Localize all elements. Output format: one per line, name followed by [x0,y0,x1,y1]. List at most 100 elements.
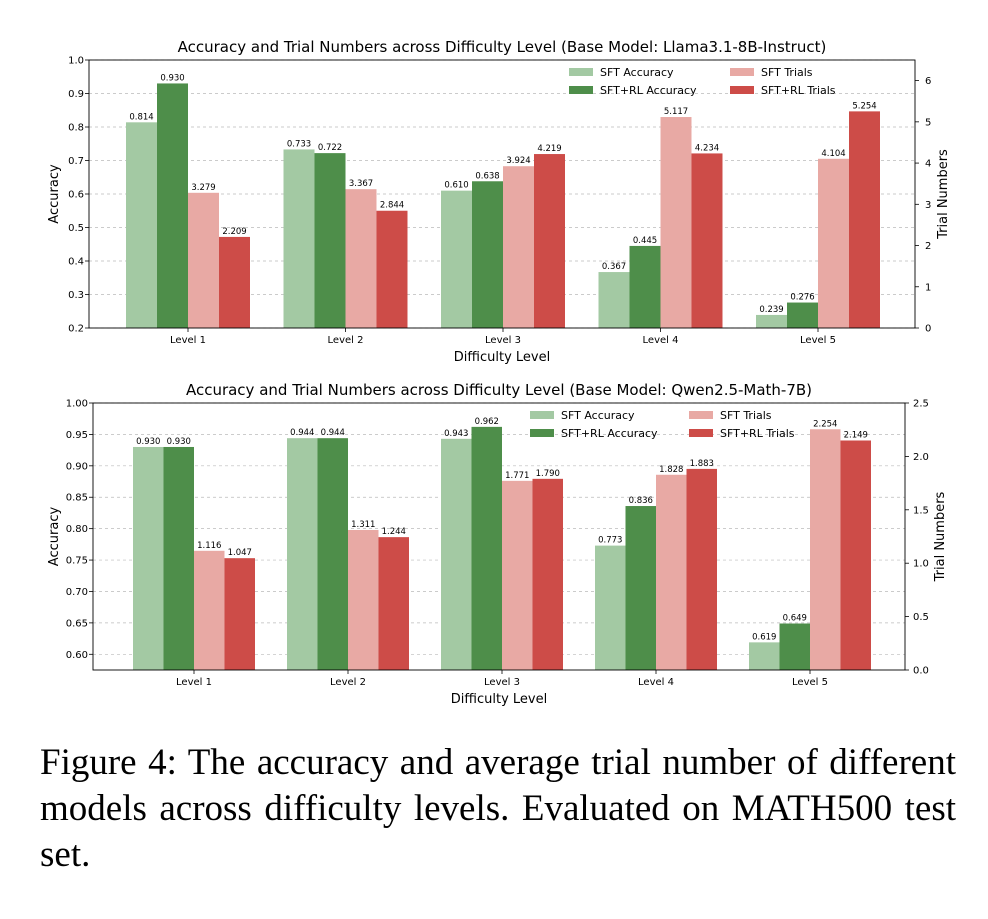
data-label: 2.149 [844,430,868,440]
chart-title: Accuracy and Trial Numbers across Diffic… [186,381,812,399]
legend-label: SFT+RL Trials [761,84,836,97]
legend-swatch [569,68,593,76]
bar [691,153,723,328]
chart-2: 0.930 0.944 0.943 0.773 0.619 0.930 0.944 0.962… [47,381,948,707]
x-tick-label: Level 5 [800,335,836,346]
y-tick-label: 0.70 [66,587,88,598]
data-label: 1.771 [505,471,529,481]
x-tick-label: Level 4 [643,335,679,346]
data-label: 1.790 [536,469,560,479]
data-label: 2.209 [222,227,246,237]
bar [787,302,818,328]
y2-tick-label: 1.5 [913,505,929,516]
legend-swatch [530,411,554,419]
data-label: 1.244 [382,527,406,537]
data-label: 0.276 [790,293,814,303]
x-axis-label: Difficulty Level [454,350,550,365]
y-tick-label: 0.7 [68,156,84,167]
y2-axis-label: Trial Numbers [933,491,948,582]
bar [595,545,626,670]
bar [133,446,164,670]
chart-title: Accuracy and Trial Numbers across Diffic… [178,38,827,56]
data-label: 0.944 [290,428,314,438]
bar [471,426,502,670]
legend-label: SFT+RL Accuracy [600,84,697,97]
data-label: 5.254 [852,101,876,111]
data-label: 3.924 [506,156,530,166]
x-tick-label: Level 5 [792,677,828,688]
y2-tick-label: 4 [925,159,931,170]
bar [534,154,565,328]
legend-label: SFT+RL Accuracy [561,427,658,440]
y-tick-label: 1.00 [66,399,88,410]
legend-swatch [730,68,754,76]
data-label: 2.254 [813,419,837,429]
y-tick-label: 0.80 [66,524,88,535]
x-axis-label: Difficulty Level [451,692,547,707]
legend-swatch [689,429,713,437]
chart-1: 0.8140.7330.6100.3670.2390.9300.7220.638… [47,38,951,365]
y-tick-label: 1.0 [68,56,84,67]
data-label: 0.610 [444,181,468,191]
data-label: 3.367 [349,179,373,189]
legend-label: SFT+RL Trials [720,427,795,440]
data-label: 1.047 [228,548,252,558]
x-tick-label: Level 1 [170,335,206,346]
legend-swatch [530,429,554,437]
bar [779,623,810,670]
bar [441,190,472,328]
y-tick-label: 0.5 [68,223,84,234]
bar [686,468,717,670]
bar [472,181,503,328]
y2-tick-label: 0.5 [913,612,929,623]
y-tick-label: 0.60 [66,650,88,661]
data-label: 0.445 [633,236,657,246]
bar [224,558,255,670]
y-tick-label: 0.90 [66,461,88,472]
bar [849,111,880,328]
bar [532,478,563,670]
legend-swatch [730,86,754,94]
bar [660,117,692,328]
plot-frame [92,402,906,671]
legend: SFT Accuracy SFT+RL Accuracy SFT Trials SFT… [530,409,795,440]
legend-swatch [569,86,593,94]
x-tick-label: Level 2 [328,335,364,346]
bar [194,550,225,670]
bar [818,158,849,328]
x-tick-label: Level 3 [485,335,521,346]
data-label: 0.367 [602,262,626,272]
y2-axis-label: Trial Numbers [936,149,951,240]
legend-label: SFT Trials [720,409,772,422]
y-axis-label: Accuracy [47,507,62,567]
bar [441,438,472,670]
y2-tick-label: 1.0 [913,559,929,570]
y-tick-label: 0.8 [68,123,84,134]
y-tick-label: 0.85 [66,493,88,504]
y-tick-label: 0.4 [68,257,84,268]
bar [378,537,409,670]
data-label: 1.311 [351,520,375,530]
legend: SFT Accuracy SFT+RL Accuracy SFT Trials SFT… [569,66,836,97]
data-label: 4.104 [821,149,845,159]
bar [629,245,661,328]
y2-tick-label: 6 [925,76,931,87]
y-tick-label: 0.95 [66,430,88,441]
data-label: 0.638 [475,171,499,181]
data-label: 1.116 [197,541,221,551]
y-tick-label: 0.9 [68,89,84,100]
y2-tick-label: 2.5 [913,399,929,410]
y2-tick-label: 0 [925,324,931,335]
bar [840,440,871,670]
data-label: 0.239 [759,305,783,315]
y-axis-label: Accuracy [47,164,62,224]
data-label: 4.219 [537,144,561,154]
y-tick-label: 0.6 [68,190,84,201]
bar [126,122,157,328]
bar [376,210,408,328]
y2-tick-label: 1 [925,282,931,293]
data-label: 3.279 [191,183,215,193]
data-label: 0.649 [783,614,807,624]
bar [345,189,377,328]
legend-label: SFT Trials [761,66,813,79]
